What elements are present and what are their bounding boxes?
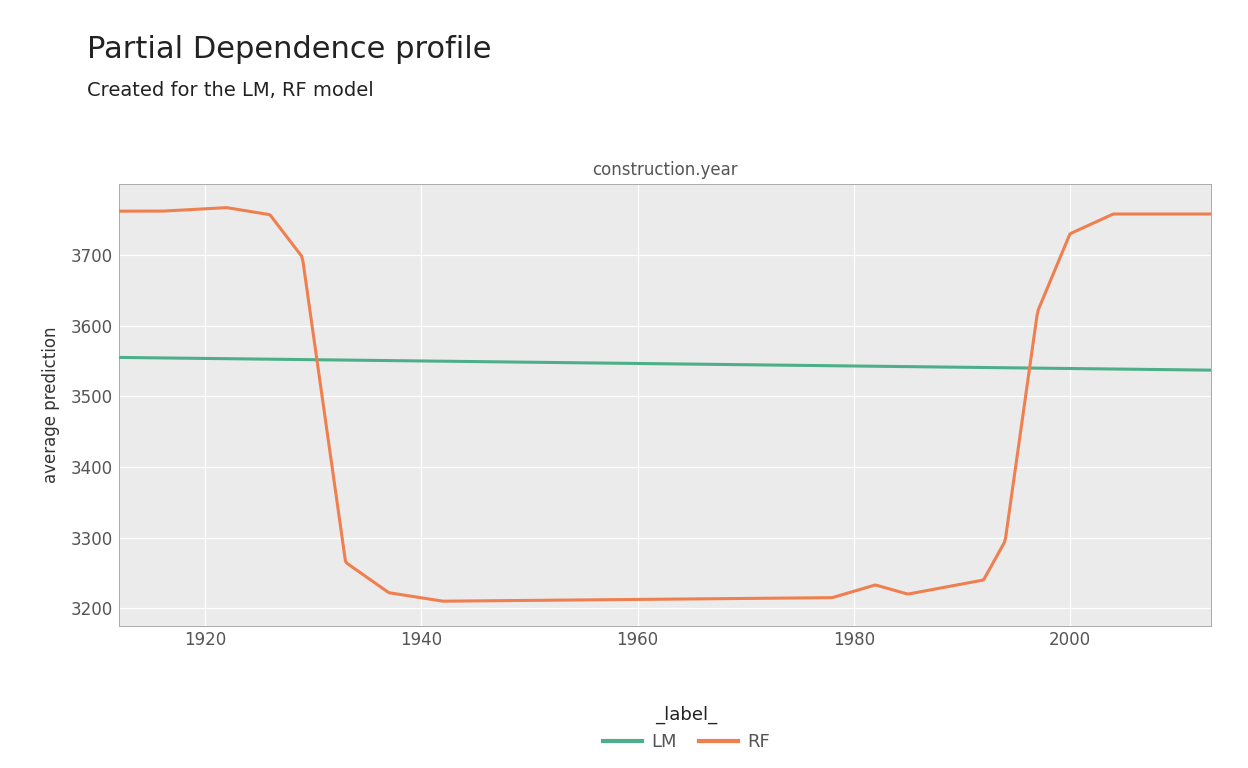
Y-axis label: average prediction: average prediction [41, 327, 60, 483]
Text: Partial Dependence profile: Partial Dependence profile [87, 35, 492, 64]
Title: construction.year: construction.year [592, 161, 738, 179]
Legend: LM, RF: LM, RF [603, 706, 770, 751]
Text: Created for the LM, RF model: Created for the LM, RF model [87, 81, 374, 100]
